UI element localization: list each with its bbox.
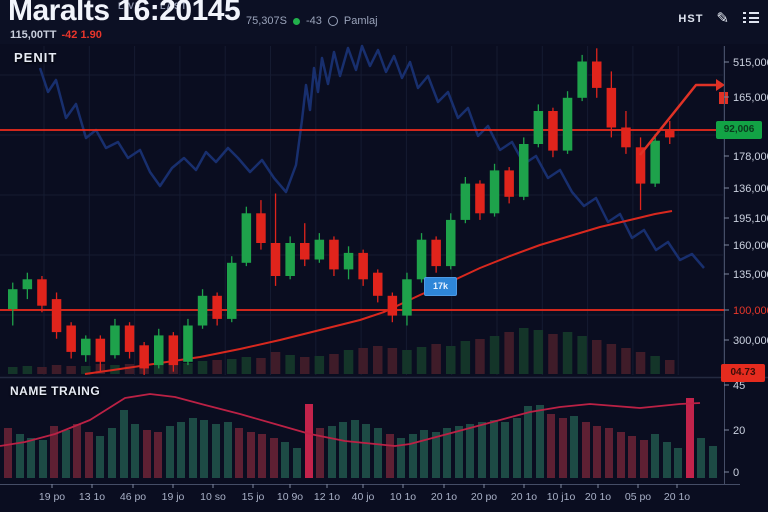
event-badge[interactable]: 17k	[424, 277, 458, 296]
main-pane-label: PENIT	[14, 50, 58, 65]
overline-live-label: LIVE	[118, 1, 143, 11]
overlay-indicator-line	[38, 44, 705, 269]
svg-text:300,000: 300,000	[733, 335, 768, 347]
svg-text:12 1o: 12 1o	[314, 491, 340, 503]
list-menu-icon[interactable]	[742, 11, 760, 26]
svg-text:20 1o: 20 1o	[585, 491, 611, 503]
svg-text:10 9o: 10 9o	[277, 491, 303, 503]
grid	[0, 46, 724, 375]
svg-text:135,000: 135,000	[733, 269, 768, 281]
symbol-title: Maralts 16:20145	[8, 0, 241, 27]
quote-change: -42 1.90	[61, 29, 102, 41]
svg-text:20 po: 20 po	[471, 491, 497, 503]
svg-text:100,000: 100,000	[733, 305, 768, 317]
lower-indicator-bars	[4, 398, 717, 478]
svg-text:45: 45	[733, 380, 745, 392]
svg-text:19 po: 19 po	[39, 491, 65, 503]
lower-indicator-line	[0, 393, 701, 447]
svg-text:05 po: 05 po	[625, 491, 651, 503]
svg-text:20 1o: 20 1o	[664, 491, 690, 503]
svg-text:10 so: 10 so	[200, 491, 226, 503]
y-axis: 515,000 165,000 178,000 136,000 195,100 160,0…	[724, 57, 768, 479]
header: LIVE LAST Maralts 16:20145 75,307S -43 P…	[0, 0, 768, 44]
horizontal-level-lines	[0, 129, 724, 311]
svg-text:20 1o: 20 1o	[511, 491, 537, 503]
quote-line: 115,00TT -42 1.90	[10, 29, 102, 41]
candlesticks	[8, 48, 675, 375]
session-label: Pamlaj	[343, 15, 378, 27]
svg-text:20 1o: 20 1o	[431, 491, 457, 503]
x-axis: 19 po 13 1o 46 po 19 jo 10 so 15 jo 10 9o 12 1o…	[39, 484, 690, 503]
change-small: -43	[305, 15, 322, 27]
svg-text:19 jo: 19 jo	[162, 491, 185, 503]
svg-text:160,000: 160,000	[733, 240, 768, 252]
clock-icon	[327, 16, 338, 26]
svg-text:178,000: 178,000	[733, 151, 768, 163]
svg-text:20: 20	[733, 425, 745, 437]
projection-arrow	[639, 79, 728, 156]
quote-value: 115,00TT	[10, 29, 57, 41]
overline-last-label: LAST	[160, 1, 188, 11]
price-small: 75,307S	[246, 15, 287, 27]
header-actions: HST ✎	[678, 11, 760, 26]
edit-icon[interactable]: ✎	[716, 10, 729, 27]
lower-pane-label: NAME TRAING	[10, 384, 101, 398]
status-dot-icon	[292, 17, 300, 25]
svg-text:46 po: 46 po	[120, 491, 146, 503]
last-price-badge: 92,006	[716, 121, 762, 139]
svg-text:515,000: 515,000	[733, 57, 768, 69]
svg-text:13 1o: 13 1o	[79, 491, 105, 503]
header-subrow: 75,307S -43 Pamlaj	[246, 15, 378, 27]
svg-text:40 jo: 40 jo	[352, 491, 375, 503]
svg-text:10 1o: 10 1o	[390, 491, 416, 503]
ma-trend-line	[84, 210, 673, 375]
alert-price-badge: 04.73	[721, 364, 765, 382]
hst-button[interactable]: HST	[678, 12, 704, 25]
svg-text:0: 0	[733, 467, 739, 479]
svg-text:165,000: 165,000	[733, 92, 768, 104]
svg-text:10 j1o: 10 j1o	[547, 491, 576, 503]
svg-text:15 jo: 15 jo	[242, 491, 265, 503]
axes	[0, 46, 768, 485]
svg-text:136,000: 136,000	[733, 183, 768, 195]
volume-bars	[8, 328, 675, 374]
svg-text:195,100: 195,100	[733, 213, 768, 225]
